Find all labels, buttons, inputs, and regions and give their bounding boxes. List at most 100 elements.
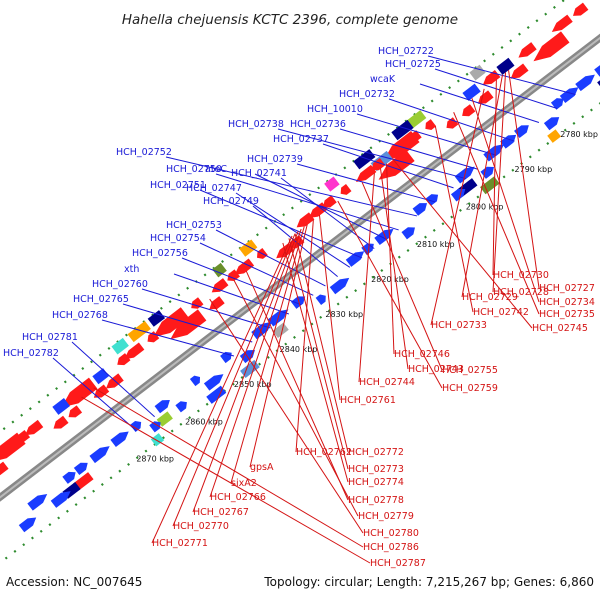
- reverse-label-leader: [508, 70, 540, 289]
- conserved-domain-box: [406, 110, 427, 129]
- reverse-label-leader: [288, 238, 349, 470]
- forward-gene-arrow: [450, 188, 466, 202]
- reverse-gene-label: HCH_02761: [340, 395, 396, 406]
- forward-gene-label: HCH_10010: [307, 104, 363, 115]
- forward-gene-label: atoC: [205, 164, 227, 175]
- forward-label-leader: [254, 173, 387, 240]
- ruler-tick-label: 2800 kbp: [466, 202, 504, 211]
- forward-label-leader: [427, 55, 576, 95]
- map-title: Hahella chejuensis KCTC 2396, complete g…: [122, 12, 458, 28]
- reverse-gene-arrow: [53, 415, 69, 429]
- ruler-tick-label: 2860 kbp: [185, 417, 223, 426]
- forward-gene-label: HCH_02737: [273, 134, 329, 145]
- forward-gene-label: HCH_02753: [166, 220, 222, 231]
- forward-gene-arrow: [315, 294, 326, 306]
- forward-label-leader: [356, 113, 497, 156]
- outer-tick-track: [0, 102, 600, 565]
- ruler-tick-label: 2780 kbp: [560, 130, 598, 139]
- reverse-label-leader: [81, 396, 371, 564]
- reverse-gene-arrow: [0, 461, 9, 476]
- reverse-label-leader: [233, 280, 359, 517]
- reverse-gene-arrow: [340, 183, 352, 195]
- reverse-gene-arrow: [322, 195, 337, 208]
- forward-gene-arrow: [500, 134, 517, 149]
- forward-gene-arrow: [18, 517, 37, 533]
- forward-gene-label: HCH_02752: [116, 147, 172, 158]
- reverse-gene-arrow: [383, 131, 420, 161]
- reverse-gene-label: HCH_02755: [442, 365, 498, 376]
- reverse-gene-arrow: [533, 31, 570, 62]
- forward-label-leader: [235, 192, 351, 268]
- forward-label-leader: [101, 319, 235, 357]
- forward-gene-label: HCH_02739: [247, 154, 303, 165]
- conserved-domain-box: [480, 176, 500, 195]
- forward-gene-arrow: [401, 227, 415, 240]
- forward-gene-arrow: [425, 194, 439, 206]
- forward-label-leader: [71, 341, 155, 418]
- reverse-gene-arrow: [117, 353, 131, 366]
- forward-gene-label: HCH_02760: [92, 279, 148, 290]
- reverse-label-leader: [379, 168, 409, 370]
- forward-gene-label: HCH_02765: [73, 294, 129, 305]
- reverse-gene-arrow: [191, 297, 204, 309]
- reverse-gene-arrow: [147, 331, 160, 343]
- forward-label-leader: [122, 303, 253, 343]
- reverse-label-leader: [172, 233, 296, 527]
- conserved-domain-box: [239, 239, 258, 257]
- forward-gene-label: HCH_02725: [385, 59, 441, 70]
- reverse-label-leader: [209, 228, 302, 498]
- ruler-tick-label: 2840 kbp: [280, 345, 318, 354]
- reverse-gene-label: HCH_02730: [493, 270, 549, 281]
- reverse-gene-arrow: [518, 42, 537, 58]
- reverse-gene-label: HCH_02767: [193, 507, 249, 518]
- conserved-domain-box: [462, 83, 481, 101]
- reverse-gene-label: HCH_02745: [532, 323, 588, 334]
- reverse-gene-arrow: [0, 432, 26, 460]
- reverse-gene-label: HCH_02744: [359, 377, 415, 388]
- forward-label-leader: [141, 288, 271, 329]
- backbone-highlight: [0, 36, 600, 499]
- forward-gene-label: HCH_02749: [203, 196, 259, 207]
- reverse-gene-arrow: [234, 258, 255, 275]
- forward-label-leader: [322, 143, 454, 189]
- reverse-gene-arrow: [551, 14, 573, 33]
- reverse-label-leader: [282, 242, 349, 483]
- forward-gene-arrow: [154, 400, 170, 414]
- conserved-domain-box: [391, 119, 414, 141]
- reverse-gene-label: HCH_02780: [363, 528, 419, 539]
- reverse-gene-arrow: [25, 419, 44, 436]
- forward-label-leader: [280, 177, 375, 250]
- reverse-gene-label: HCH_02773: [348, 464, 404, 475]
- conserved-domain-box: [150, 433, 165, 447]
- reverse-label-leader: [453, 112, 540, 315]
- reverse-gene-label: HCH_02742: [473, 307, 529, 318]
- reverse-gene-label: HCH_02728: [493, 287, 549, 298]
- reverse-gene-arrow: [296, 212, 315, 228]
- forward-gene-label: HCH_02768: [52, 310, 108, 321]
- reverse-gene-arrow: [124, 342, 145, 360]
- reverse-gene-label: HCH_02786: [363, 542, 419, 553]
- reverse-label-leader: [434, 126, 474, 313]
- conserved-domain-box: [272, 322, 289, 339]
- forward-gene-arrow: [543, 117, 560, 131]
- reverse-label-leader: [461, 74, 503, 298]
- conserved-domain-box: [240, 359, 260, 378]
- forward-gene-arrow: [594, 65, 600, 77]
- forward-gene-label: HCH_02747: [186, 183, 242, 194]
- forward-gene-arrow: [175, 401, 187, 413]
- forward-label-leader: [339, 128, 479, 170]
- reverse-gene-label: HCH_02766: [210, 492, 266, 503]
- reverse-gene-label: HCH_02729: [462, 292, 518, 303]
- forward-gene-arrow: [62, 471, 76, 484]
- conserved-domain-box: [111, 337, 129, 355]
- conserved-domain-box: [127, 320, 151, 343]
- conserved-domain-box: [324, 176, 340, 192]
- reverse-label-leader: [295, 219, 314, 453]
- reverse-gene-label: sixA2: [231, 478, 257, 489]
- forward-label-leader: [419, 83, 540, 124]
- ruler-tick-label: 2850 kbp: [234, 380, 272, 389]
- forward-gene-arrow: [189, 375, 201, 387]
- reverse-gene-arrow: [425, 119, 437, 130]
- conserved-domain-box: [496, 57, 515, 75]
- reverse-gene-arrow: [308, 202, 328, 218]
